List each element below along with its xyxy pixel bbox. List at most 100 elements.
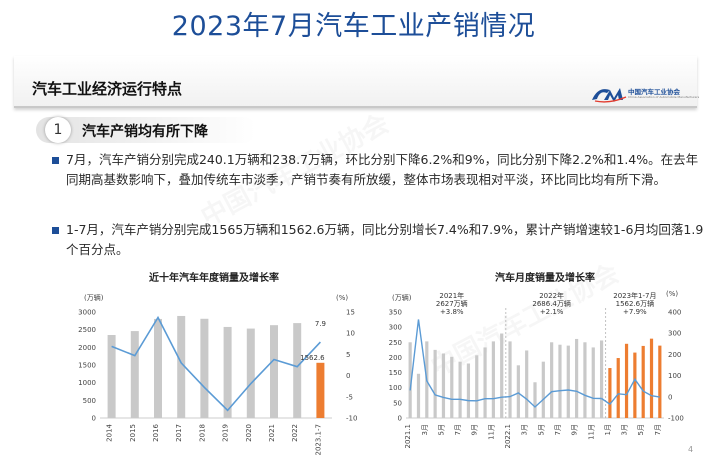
x-axis-label: 2016 xyxy=(152,423,160,441)
left-axis-tick: 1000 xyxy=(78,379,96,387)
sales-bar xyxy=(483,347,487,418)
chart-title: 近十年汽车年度销量及增长率 xyxy=(149,271,279,284)
sales-bar xyxy=(466,363,471,418)
x-axis-label: 2014 xyxy=(106,423,114,441)
left-axis-tick: 250 xyxy=(389,339,402,347)
left-axis-tick: 300 xyxy=(389,324,402,332)
left-axis-tick: 100 xyxy=(389,384,402,392)
sales-bar xyxy=(293,323,302,418)
sales-bar xyxy=(541,361,545,418)
x-axis-label: 3月 xyxy=(421,424,429,435)
period-annotation: 2023年1-7月 xyxy=(613,291,656,300)
sales-bar xyxy=(154,318,162,418)
x-axis-label: 5月 xyxy=(437,424,445,435)
x-axis-label: 1月 xyxy=(604,424,612,435)
right-axis-tick: -5 xyxy=(346,393,353,401)
annual-sales-chart: 近十年汽车年度销量及增长率 (万辆) (%) 0 500 1000 1500 2000 2… xyxy=(78,271,357,455)
subsection-bar xyxy=(36,117,256,143)
sales-bar xyxy=(633,352,637,418)
section-title: 汽车工业经济运行特点 xyxy=(32,80,183,98)
x-axis-label: 9月 xyxy=(471,424,479,435)
x-axis-label: 7月 xyxy=(454,424,462,435)
chart-title: 汽车月度销量及增长率 xyxy=(495,271,595,284)
sales-bar xyxy=(508,341,512,418)
right-axis-tick: 0 xyxy=(668,393,672,401)
bullet-item: 1-7月，汽车产销分别完成1565万辆和1562.6万辆，同比分别增长7.4%和… xyxy=(52,220,706,260)
sales-bar xyxy=(200,318,209,418)
bullet-text: 1-7月，汽车产销分别完成1565万辆和1562.6万辆，同比分别增长7.4%和… xyxy=(66,222,704,257)
right-axis-tick: 200 xyxy=(668,351,681,359)
sales-bar xyxy=(475,355,479,418)
left-axis-tick: 200 xyxy=(389,354,402,362)
x-axis-label: 9月 xyxy=(571,424,579,435)
sales-bar xyxy=(223,326,232,418)
bullet-square-icon xyxy=(52,157,59,164)
x-axis-label: 2020 xyxy=(245,424,253,442)
right-axis-tick: -100 xyxy=(668,415,684,423)
x-axis-label: 3月 xyxy=(621,424,629,435)
left-axis-tick: 350 xyxy=(389,309,402,317)
right-axis-unit: (%) xyxy=(666,290,678,298)
right-axis-tick: 10 xyxy=(346,330,355,338)
monthly-sales-chart: 汽车月度销量及增长率 (万辆) (%) 0 50 100 150 200 250 300 35… xyxy=(389,271,684,449)
right-axis-tick: 100 xyxy=(668,372,681,380)
sales-bar xyxy=(458,361,462,418)
right-axis-tick: -10 xyxy=(346,415,357,423)
sales-bar xyxy=(533,382,537,418)
period-annotation: 2022年 xyxy=(539,291,564,300)
x-axis-label: 7月 xyxy=(654,424,662,435)
sales-bar xyxy=(583,342,587,418)
growth-line-2023 xyxy=(601,377,660,406)
left-axis-unit: (万辆) xyxy=(392,293,412,302)
page-title: 2023年7月汽车工业产销情况 xyxy=(171,11,536,42)
logo-text: 中国汽车工业协会 xyxy=(628,88,680,96)
sales-bar xyxy=(416,373,421,418)
left-axis-tick: 150 xyxy=(389,369,402,377)
sales-bar xyxy=(608,368,612,418)
left-axis-tick: 50 xyxy=(393,399,402,407)
sales-bar xyxy=(525,350,529,418)
left-axis-tick: 500 xyxy=(83,397,96,405)
period-annotation: +7.9% xyxy=(623,308,647,316)
growth-line xyxy=(111,315,321,412)
sales-bar xyxy=(591,347,595,418)
sales-bar xyxy=(500,333,504,418)
page-number: 4 xyxy=(688,445,694,454)
x-axis-label: 2015 xyxy=(129,424,137,442)
sales-bar xyxy=(658,345,662,418)
sales-data-label: 1562.6 xyxy=(300,354,325,362)
x-axis-label: 2018 xyxy=(198,424,206,442)
x-axis-label: 11月 xyxy=(587,424,595,440)
period-annotation: 2686.4万辆 xyxy=(532,299,571,308)
left-axis-tick: 3000 xyxy=(78,309,96,317)
bullet-item: 7月，汽车产销分别完成240.1万辆和238.7万辆，环比分别下降6.2%和9%… xyxy=(52,150,706,190)
x-axis-label: 2021 xyxy=(268,424,276,442)
left-axis-tick: 0 xyxy=(92,415,96,423)
logo-subtext: China Association of Automobile Manufact… xyxy=(628,95,700,99)
x-axis-label: 7月 xyxy=(554,424,562,435)
sales-bar xyxy=(558,344,562,418)
x-axis-label: 2022.1 xyxy=(504,424,512,449)
x-axis-label: 2021.1 xyxy=(404,424,412,449)
left-axis-tick: 0 xyxy=(398,415,402,423)
sales-bar xyxy=(624,343,629,418)
period-annotation: +2.1% xyxy=(540,308,564,316)
sales-bar xyxy=(491,341,495,418)
x-axis-label: 3月 xyxy=(521,424,529,435)
period-annotation: 1562.6万辆 xyxy=(616,299,655,308)
right-axis-tick: 0 xyxy=(346,372,350,380)
growth-line xyxy=(409,319,602,408)
left-axis-unit: (万辆) xyxy=(84,293,104,302)
bullet-square-icon xyxy=(52,227,59,234)
right-axis-unit: (%) xyxy=(336,294,348,302)
right-axis-tick: 5 xyxy=(346,351,350,359)
sales-bar xyxy=(550,342,554,418)
left-axis-tick: 2500 xyxy=(78,326,96,334)
sales-bar xyxy=(641,345,645,418)
right-axis-tick: 400 xyxy=(668,309,681,317)
x-axis-label: 2019 xyxy=(222,424,230,442)
sales-bar xyxy=(246,328,255,418)
x-axis-label: 11月 xyxy=(487,424,495,440)
sales-bar xyxy=(566,345,570,418)
